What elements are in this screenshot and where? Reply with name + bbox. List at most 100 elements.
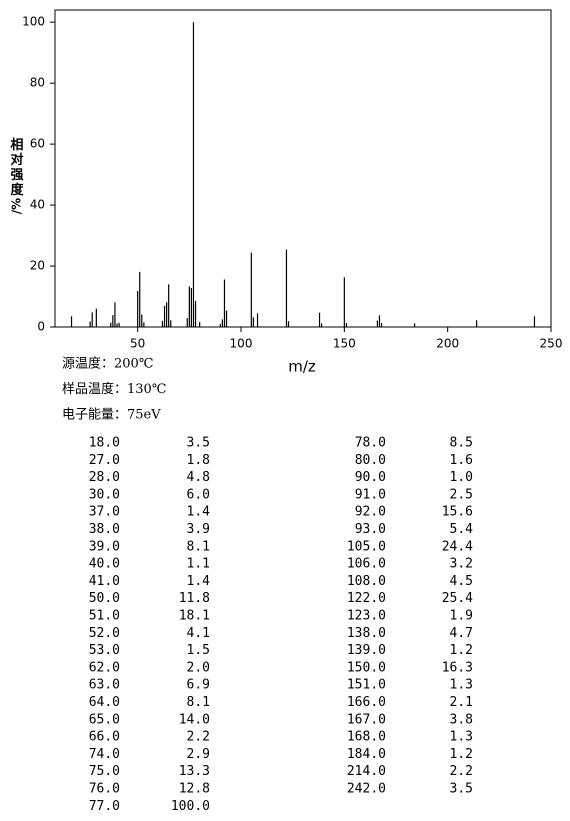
table-intensity: 2.5	[450, 487, 473, 502]
table-mz: 77.0	[89, 799, 120, 814]
table-mz: 108.0	[347, 574, 386, 589]
x-tick-label: 250	[540, 337, 563, 351]
info-line: 源温度：200℃	[62, 356, 153, 372]
table-mz: 75.0	[89, 764, 120, 779]
table-mz: 30.0	[89, 487, 120, 502]
table-intensity: 2.2	[187, 730, 210, 745]
table-mz: 27.0	[89, 453, 120, 468]
table-mz: 167.0	[347, 712, 386, 727]
table-mz: 37.0	[89, 505, 120, 520]
x-tick-label: 150	[333, 337, 356, 351]
table-mz: 105.0	[347, 539, 386, 554]
table-intensity: 11.8	[179, 591, 210, 606]
table-intensity: 1.0	[450, 470, 473, 485]
table-intensity: 18.1	[179, 609, 210, 624]
table-intensity: 2.0	[187, 660, 210, 675]
plot-frame	[54, 9, 552, 328]
table-mz: 166.0	[347, 695, 386, 710]
table-intensity: 1.6	[450, 453, 473, 468]
table-mz: 93.0	[355, 522, 386, 537]
table-intensity: 3.2	[450, 557, 473, 572]
table-mz: 28.0	[89, 470, 120, 485]
table-intensity: 100.0	[171, 799, 210, 814]
table-intensity: 1.2	[450, 643, 473, 658]
table-mz: 74.0	[89, 747, 120, 762]
table-intensity: 2.9	[187, 747, 210, 762]
table-intensity: 2.2	[450, 764, 473, 779]
table-intensity: 5.4	[450, 522, 474, 537]
table-intensity: 1.4	[187, 574, 211, 589]
x-axis-label: m/z	[288, 358, 316, 376]
table-intensity: 6.0	[187, 487, 210, 502]
table-mz: 80.0	[355, 453, 386, 468]
y-tick-label: 20	[30, 259, 45, 273]
table-mz: 39.0	[89, 539, 120, 554]
table-mz: 65.0	[89, 712, 120, 727]
table-mz: 150.0	[347, 660, 386, 675]
table-mz: 64.0	[89, 695, 120, 710]
table-mz: 123.0	[347, 609, 386, 624]
table-mz: 62.0	[89, 660, 120, 675]
y-tick-label: 60	[30, 137, 45, 151]
table-mz: 52.0	[89, 626, 120, 641]
y-axis-unit: /%	[10, 198, 24, 214]
table-mz: 50.0	[89, 591, 120, 606]
y-tick-label: 80	[30, 76, 45, 90]
table-intensity: 13.3	[179, 764, 210, 779]
table-mz: 76.0	[89, 782, 120, 797]
table-intensity: 8.1	[187, 539, 210, 554]
table-intensity: 8.5	[450, 436, 473, 451]
table-intensity: 1.4	[187, 505, 211, 520]
y-tick-label: 0	[37, 320, 45, 334]
table-mz: 41.0	[89, 574, 120, 589]
table-mz: 66.0	[89, 730, 120, 745]
table-mz: 242.0	[347, 782, 386, 797]
table-intensity: 8.1	[187, 695, 210, 710]
info-line: 电子能量：75eV	[62, 408, 161, 423]
y-tick-label: 40	[30, 198, 45, 212]
table-intensity: 24.4	[442, 539, 473, 554]
table-intensity: 3.8	[450, 712, 473, 727]
x-tick-label: 100	[230, 337, 253, 351]
table-intensity: 3.9	[187, 522, 210, 537]
y-tick-label: 100	[22, 15, 45, 29]
table-mz: 184.0	[347, 747, 386, 762]
table-mz: 138.0	[347, 626, 386, 641]
table-mz: 151.0	[347, 678, 386, 693]
table-intensity: 1.9	[450, 609, 473, 624]
table-mz: 18.0	[89, 436, 120, 451]
table-intensity: 1.3	[450, 730, 473, 745]
table-mz: 38.0	[89, 522, 120, 537]
table-mz: 92.0	[355, 505, 386, 520]
table-mz: 78.0	[355, 436, 386, 451]
table-mz: 91.0	[355, 487, 386, 502]
table-intensity: 4.1	[187, 626, 210, 641]
table-intensity: 15.6	[442, 505, 473, 520]
table-intensity: 1.8	[187, 453, 210, 468]
table-mz: 63.0	[89, 678, 120, 693]
table-mz: 168.0	[347, 730, 386, 745]
table-mz: 139.0	[347, 643, 386, 658]
x-tick-label: 50	[130, 337, 145, 351]
table-intensity: 4.7	[450, 626, 473, 641]
table-intensity: 14.0	[179, 712, 210, 727]
table-mz: 53.0	[89, 643, 120, 658]
table-intensity: 2.1	[450, 695, 473, 710]
table-mz: 40.0	[89, 557, 120, 572]
table-intensity: 16.3	[442, 660, 473, 675]
table-intensity: 25.4	[442, 591, 473, 606]
y-axis-label: 相对强度	[10, 137, 24, 198]
table-intensity: 1.2	[450, 747, 473, 762]
table-mz: 106.0	[347, 557, 386, 572]
table-mz: 90.0	[355, 470, 386, 485]
table-intensity: 12.8	[179, 782, 210, 797]
table-intensity: 6.9	[187, 678, 210, 693]
table-mz: 122.0	[347, 591, 386, 606]
table-intensity: 1.5	[187, 643, 210, 658]
table-mz: 214.0	[347, 764, 386, 779]
table-intensity: 3.5	[187, 436, 210, 451]
x-tick-label: 200	[436, 337, 459, 351]
table-intensity: 4.8	[187, 470, 210, 485]
table-intensity: 3.5	[450, 782, 473, 797]
